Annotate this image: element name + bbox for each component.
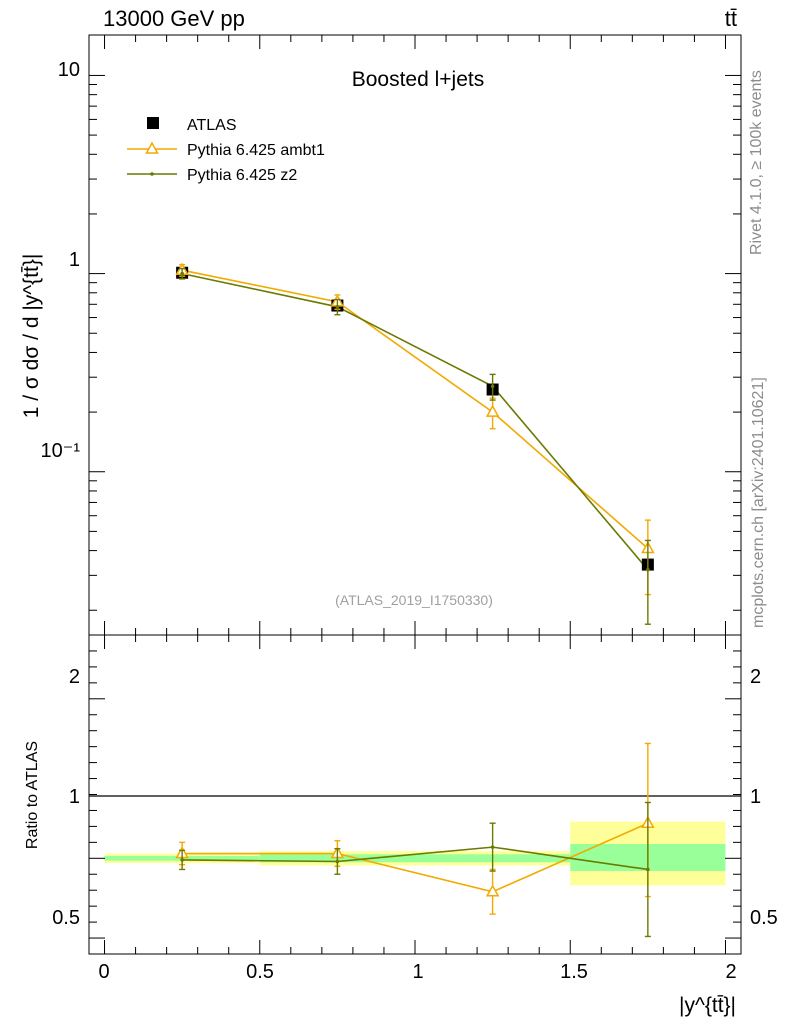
- main-ylabel: 1 / σ dσ / d |y^{tt̄}|: [20, 254, 43, 419]
- ratio-point-ambt1: [485, 884, 500, 897]
- legend-z2-label: Pythia 6.425 z2: [187, 167, 297, 184]
- ratio-panel: 2 1 0.5 2 1 0.5 Ratio to ATLAS 0 0.5 1 1…: [24, 634, 778, 1017]
- main-markers: [175, 262, 655, 625]
- main-point-z2: [490, 384, 495, 389]
- main-line-ambt1: [181, 269, 649, 550]
- xtick-label-0: 0: [98, 961, 109, 983]
- ratio-series-lines: [182, 822, 649, 893]
- main-ticks: [89, 35, 741, 635]
- ratio-frame: [88, 634, 742, 955]
- main-point-ambt1: [485, 404, 500, 417]
- main-point-z2: [180, 271, 184, 276]
- rivet-version-label: Rivet 4.1.0, ≥ 100k events: [748, 70, 765, 255]
- legend-ambt1-label: Pythia 6.425 ambt1: [187, 142, 325, 159]
- ratio-ytick-label-0.5: 0.5: [52, 907, 80, 929]
- legend-atlas-marker: [147, 117, 159, 129]
- ratio-ylabel: Ratio to ATLAS: [24, 741, 41, 849]
- ratio-point-z2: [335, 859, 340, 864]
- xtick-label-1: 1: [412, 961, 423, 983]
- ratio-ytick-label-2: 2: [69, 666, 80, 688]
- x-axis-label: |y^{tt̄}|: [679, 994, 736, 1017]
- legend-atlas-label: ATLAS: [187, 117, 237, 134]
- xtick-label-2: 2: [725, 961, 736, 983]
- ratio-markers: [175, 742, 655, 938]
- main-line-z2: [181, 272, 649, 571]
- ratio-point-z2: [180, 858, 184, 862]
- ratio-point-z2: [646, 867, 650, 872]
- ytick-label-1: 1: [69, 249, 80, 271]
- ratio-ytick-label-right-1: 1: [750, 786, 761, 808]
- ratio-ticks: [89, 634, 741, 955]
- xtick-label-1.5: 1.5: [560, 961, 588, 983]
- energy-label: 13000 GeV pp: [103, 6, 245, 31]
- main-panel: Boosted l+jets (ATLAS_2019_I1750330) 10 …: [20, 34, 742, 636]
- plot-title: Boosted l+jets: [352, 68, 485, 91]
- ytick-label-10: 10: [58, 59, 80, 81]
- ytick-label-0.1: 10⁻¹: [41, 440, 81, 462]
- legend-z2-marker: [150, 172, 154, 176]
- process-label: tt̄: [725, 6, 737, 31]
- ratio-ytick-label-right-2: 2: [750, 666, 761, 688]
- ratio-point-z2: [490, 845, 495, 849]
- ratio-ytick-label-1: 1: [69, 786, 80, 808]
- ratio-line-z2: [182, 846, 648, 871]
- mcplots-label: mcplots.cern.ch [arXiv:2401.10621]: [750, 377, 767, 628]
- xtick-label-0.5: 0.5: [246, 961, 274, 983]
- main-series-lines: [181, 269, 649, 571]
- main-point-z2: [646, 567, 650, 572]
- analysis-id: (ATLAS_2019_I1750330): [335, 592, 493, 608]
- ratio-ytick-label-right-0.5: 0.5: [750, 907, 778, 929]
- legend-ambt1-marker: [145, 141, 159, 154]
- legend: ATLAS Pythia 6.425 ambt1 Pythia 6.425 z2: [127, 117, 325, 184]
- main-point-z2: [335, 304, 340, 309]
